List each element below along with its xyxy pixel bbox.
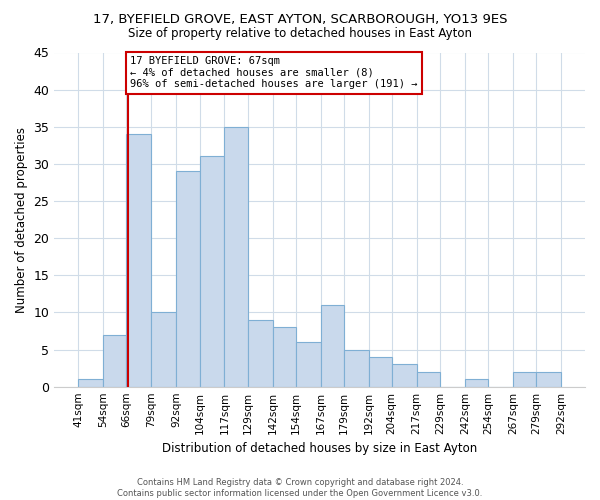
Bar [513, 372, 536, 386]
Y-axis label: Number of detached properties: Number of detached properties [15, 126, 28, 312]
Bar [151, 312, 176, 386]
Text: Size of property relative to detached houses in East Ayton: Size of property relative to detached ho… [128, 28, 472, 40]
Bar [79, 380, 103, 386]
Text: 17 BYEFIELD GROVE: 67sqm
← 4% of detached houses are smaller (8)
96% of semi-det: 17 BYEFIELD GROVE: 67sqm ← 4% of detache… [130, 56, 418, 90]
X-axis label: Distribution of detached houses by size in East Ayton: Distribution of detached houses by size … [162, 442, 477, 455]
Bar [127, 134, 151, 386]
Text: 17, BYEFIELD GROVE, EAST AYTON, SCARBOROUGH, YO13 9ES: 17, BYEFIELD GROVE, EAST AYTON, SCARBORO… [93, 12, 507, 26]
Bar [224, 127, 248, 386]
Bar [392, 364, 417, 386]
Bar [417, 372, 440, 386]
Text: Contains HM Land Registry data © Crown copyright and database right 2024.
Contai: Contains HM Land Registry data © Crown c… [118, 478, 482, 498]
Bar [536, 372, 561, 386]
Bar [176, 172, 200, 386]
Bar [248, 320, 272, 386]
Bar [296, 342, 320, 386]
Bar [465, 380, 488, 386]
Bar [344, 350, 368, 387]
Bar [320, 305, 344, 386]
Bar [368, 357, 392, 386]
Bar [103, 334, 127, 386]
Bar [272, 328, 296, 386]
Bar [200, 156, 224, 386]
